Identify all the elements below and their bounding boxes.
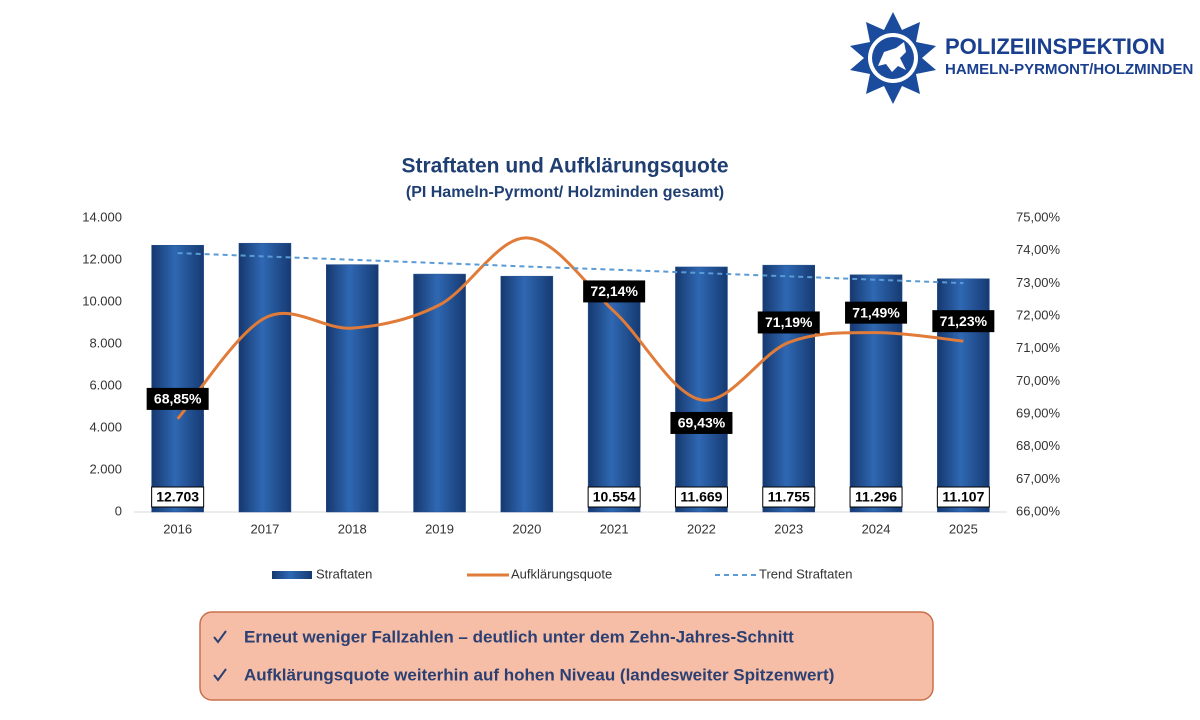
line-label: 69,43% [678,415,726,431]
x-tick-label: 2016 [163,521,192,536]
legend-swatch [272,571,312,579]
bar-label: 11.669 [680,489,722,505]
legend-label: Trend Straftaten [759,566,852,581]
header-title: POLIZEIINSPEKTION [945,34,1165,59]
bar-label-box [762,486,816,508]
y-tick-label: 10.000 [82,293,122,308]
bar [413,273,466,513]
check-icon [213,668,227,682]
bar [326,264,379,513]
note: Aufklärungsquote weiterhin auf hohen Niv… [244,665,834,684]
line-label-box [932,310,995,333]
bar [500,275,554,513]
notes-box [199,611,934,701]
x-tick-label: 2019 [425,521,454,536]
x-tick-label: 2018 [338,521,367,536]
line-label-box [670,411,733,434]
y2-tick-label: 71,00% [1016,340,1061,355]
bar-label: 11.755 [768,489,810,505]
line-label: 71,23% [940,313,988,329]
x-tick-label: 2025 [949,521,978,536]
y2-tick-label: 70,00% [1016,373,1061,388]
y2-tick-label: 73,00% [1016,275,1061,290]
bar-label: 10.554 [593,489,636,505]
note: Erneut weniger Fallzahlen – deutlich unt… [244,627,794,646]
line-label: 68,85% [154,391,202,407]
plot: 0 2.000 4.000 6.000 8.000 10.000 12.000 14.000 6… [82,209,1060,581]
line-label: 72,14% [590,283,638,299]
line-label-box [146,387,209,410]
y2-tick-label: 66,00% [1016,503,1061,518]
y2-tick-label: 69,00% [1016,405,1061,420]
y-tick-label: 8.000 [89,335,122,350]
chart-subtitle: (PI Hameln-Pyrmont/ Holzminden gesamt) [406,184,724,201]
x-tick-label: 2017 [250,521,279,536]
line-label-box [845,301,908,324]
line-label-box [583,280,646,303]
bar-label: 11.296 [855,489,897,505]
y-tick-label: 14.000 [82,209,122,224]
bar [675,266,728,513]
chart-title: Straftaten und Aufklärungsquote [401,155,728,178]
bar-label: 11.107 [942,489,984,505]
bar-label: 12.703 [156,489,199,505]
line-label: 71,19% [765,314,813,330]
y2-tick-label: 74,00% [1016,242,1061,257]
trend-line [177,252,964,285]
y-tick-label: 4.000 [89,419,122,434]
check-icon [213,630,227,644]
y-tick-label: 2.000 [89,461,122,476]
line-label-box [757,311,820,334]
y2-tick-label: 75,00% [1016,209,1061,224]
line [176,236,964,420]
y2-tick-label: 67,00% [1016,471,1061,486]
line-label: 71,49% [852,304,900,320]
bar-label-box [151,486,205,508]
y2-tick-label: 72,00% [1016,307,1061,322]
x-tick-label: 2021 [600,521,629,536]
bar-label-box [674,486,728,508]
y-tick-label: 0 [115,503,122,518]
y-tick-label: 6.000 [89,377,122,392]
bar [762,264,815,513]
bar [151,244,204,513]
logo [850,12,936,104]
bar-label-box [587,486,641,508]
legend-label: Aufklärungsquote [511,566,612,581]
y-tick-label: 12.000 [82,251,122,266]
bar-label-box [849,486,903,508]
bar [238,242,292,513]
bar [587,290,641,513]
bar-label-box [936,486,990,508]
legend-label: Straftaten [316,566,372,581]
x-tick-label: 2020 [512,521,541,536]
y2-tick-label: 68,00% [1016,438,1061,453]
x-tick-label: 2024 [862,521,891,536]
header-subtitle: HAMELN-PYRMONT/HOLZMINDEN [945,61,1193,78]
x-tick-label: 2022 [687,521,716,536]
x-tick-label: 2023 [774,521,803,536]
